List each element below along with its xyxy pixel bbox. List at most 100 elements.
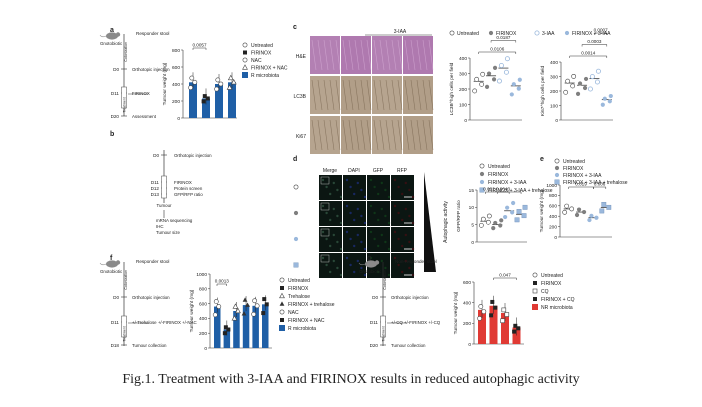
panel-d-cell-0-3-2 — [401, 192, 404, 196]
panel-d-micrograph-2-0 — [319, 227, 342, 252]
panel-d-cell-2-1-2 — [353, 244, 356, 248]
panel-e-point-1-1 — [581, 209, 587, 215]
panel-d-cell-0-3-4 — [408, 188, 411, 192]
panel-d-cell-3-1-1 — [349, 263, 352, 267]
panel-c-micrograph-2-0 — [310, 116, 340, 154]
panel-c-texture-0-1-3 — [360, 39, 366, 71]
panel-c-lc3b-ytick-label-1: 100 — [459, 102, 467, 108]
panel-a-bar-0 — [189, 82, 197, 118]
panel-f-point-4-1 — [254, 303, 260, 309]
panel-c-ki67-bracket-0 — [569, 55, 608, 58]
panel-a-mouse-tail — [99, 34, 107, 38]
panel-d-legend-label-1: FIRINOX — [488, 172, 509, 178]
panel-f-point-0-0 — [212, 312, 218, 318]
panel-g-legend-marker-1 — [533, 281, 537, 285]
panel-g-ytick-label-1: 200 — [463, 321, 471, 327]
panel-d-point-3-0 — [514, 217, 520, 223]
panel-c-ki67-point-1-0 — [575, 91, 581, 96]
panel-c-texture-1-2-3 — [391, 79, 397, 111]
panel-f-bar-1 — [223, 329, 231, 348]
panel-f-legend-label-1: FIRINOX — [288, 286, 309, 292]
panel-a-point-1-2 — [202, 94, 207, 99]
panel-e-ytick-label-4: 800 — [549, 193, 557, 199]
panel-f-point-4-0 — [251, 311, 257, 317]
panel-c-row-label-1: LC3B — [293, 94, 306, 100]
panel-d-legend-label-0: Untreated — [488, 164, 510, 170]
panel-c-ki67-point-1-1 — [582, 85, 588, 91]
panel-c-texture-2-0-0 — [311, 119, 317, 151]
panel-c-texture-2-0-2 — [323, 119, 329, 151]
panel-a-legend-label-3: FIRINOX + NAC — [251, 66, 288, 72]
panel-a-legend-label-2: NAC — [251, 58, 262, 64]
panel-c-ki67-point-0-3 — [571, 73, 577, 79]
panel-d-row-marker-0 — [293, 184, 299, 190]
panel-g-stool-label: Non-responder stool — [395, 259, 437, 264]
panel-a-ytick-label-3: 600 — [172, 65, 180, 71]
panel-d-micrograph-2-2 — [367, 227, 390, 252]
panel-f-day-0: D0 — [113, 295, 119, 300]
panel-c-ki67-point-0-2 — [565, 78, 571, 84]
panel-a-point-2-0 — [214, 86, 219, 92]
panel-e-pvalue-1: 0.006 — [594, 182, 606, 187]
panel-c-lc3b-point-0-1 — [479, 81, 485, 87]
panel-d-cell-3-1-4 — [360, 266, 363, 270]
panel-c-legend-label-3: FIRINOX + 3-IAA — [572, 31, 611, 37]
panel-f: f Gnotobiotic Responder stool Colonization D… — [99, 255, 335, 352]
panel-d-micrograph-3-3 — [391, 253, 414, 278]
panel-c-ki67-point-1-2 — [577, 81, 583, 86]
panel-d-col-label-1: DAPI — [348, 168, 360, 174]
panel-d-micrograph-1-3 — [391, 201, 414, 226]
panel-f-legend-label-3: FIRINOX + trehalose — [288, 302, 335, 308]
panel-d-cell-1-3-5 — [411, 221, 415, 225]
panel-c-micrograph-0-0 — [310, 36, 340, 74]
panel-g-legend-marker-3 — [533, 297, 537, 301]
panel-c-ki67-point-2-2 — [589, 74, 595, 80]
panel-d-micrograph-0-0 — [319, 175, 342, 200]
panel-d-letter: d — [293, 156, 297, 163]
panel-d-cell-2-0-4 — [336, 240, 339, 244]
panel-d-point-0-0 — [478, 222, 484, 228]
panel-g-event-2: Tumour collection — [391, 343, 426, 348]
panel-e-point-2-0 — [587, 217, 592, 223]
panel-d-point-1-2 — [493, 220, 498, 226]
panel-e-point-3-1 — [606, 204, 612, 210]
panel-f-point-2-0 — [231, 315, 238, 321]
panel-g-legend-label-3: FIRINOX + CQ — [541, 297, 575, 303]
panel-f-bar-4 — [252, 305, 259, 348]
panel-f-ytick-label-4: 800 — [199, 287, 207, 293]
panel-e-legend-label-2: FIRINOX + 3-IAA — [563, 173, 602, 179]
panel-d-cell-1-3-3 — [404, 207, 407, 211]
panel-d-micrograph-0-1 — [343, 175, 366, 200]
panel-g-day-0: D0 — [372, 295, 378, 300]
panel-c-texture-0-0-1 — [317, 39, 323, 71]
panel-d-cell-2-3-3 — [404, 233, 407, 237]
panel-e-bracket-0 — [568, 186, 594, 189]
panel-d-cell-1-3-2 — [401, 218, 404, 222]
panel-d-cell-1-1-3 — [356, 207, 359, 211]
panel-a-event-0: Orthotopic injection — [132, 67, 170, 72]
panel-c-texture-2-1-1 — [348, 119, 354, 151]
panel-c-texture-0-1-2 — [354, 39, 360, 71]
panel-c-legend-label-1: FIRINOX — [496, 31, 517, 37]
panel-a-point-0-1 — [192, 79, 198, 85]
panel-d-cell-0-0-2 — [329, 192, 332, 196]
panel-d-cell-1-0-4 — [336, 214, 339, 218]
panel-c-ki67-pvalue-0: 0.0014 — [581, 51, 595, 56]
panel-f-point-1-2 — [223, 325, 228, 330]
panel-c-ki67-pvalue-1: 0.0003 — [587, 39, 601, 44]
panel-b-letter: b — [110, 131, 114, 138]
panel-d-point-3-3 — [522, 204, 528, 210]
panel-f-letter: f — [110, 255, 113, 262]
panel-d-legend-label-2: FIRINOX + 3-IAA — [488, 180, 527, 186]
panel-c-texture-2-3-4 — [428, 119, 434, 151]
panel-e-point-2-1 — [594, 215, 599, 220]
panel-a-bar-3 — [228, 82, 236, 118]
panel-d-cell-3-0-0 — [321, 256, 325, 260]
panel-e-legend-marker-0 — [554, 158, 560, 164]
panel-a-mouse-icon — [106, 32, 118, 40]
panel-g-bar-1 — [489, 305, 498, 344]
panel-c-texture-2-0-4 — [335, 119, 341, 151]
panel-f-mouse-tail — [99, 262, 107, 266]
panel-a-bar-2 — [215, 84, 223, 118]
panel-d-cell-2-0-3 — [332, 233, 335, 237]
